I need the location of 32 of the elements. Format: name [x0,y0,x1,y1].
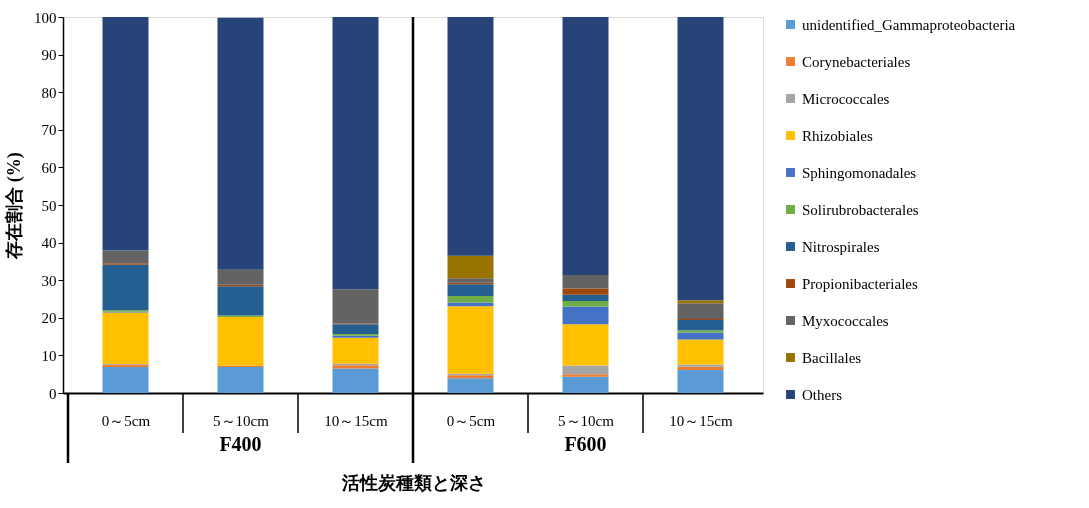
y-tick-label: 20 [41,310,57,327]
y-tick-label: 0 [49,385,57,402]
y-tick-label: 30 [41,272,57,289]
y-axis-title: 存在割合 (%) [4,152,25,260]
legend-label: Bacillales [802,349,862,366]
x-tick-label: 10～15cm [669,412,733,429]
legend-label: Others [802,386,843,403]
x-tick-label: 0～5cm [101,412,151,429]
y-tick-label: 80 [41,84,57,101]
y-tick-label: 50 [41,197,57,214]
text: F400 [219,433,262,455]
y-tick-label: 10 [41,347,57,364]
legend-label: Rhizobiales [802,127,873,144]
x-tick-label: 0～5cm [446,412,496,429]
legend-label: Nitrospirales [802,238,880,255]
text: F600 [564,433,607,455]
x-tick-label: 10～15cm [324,412,388,429]
legend-label: Myxococcales [802,312,889,329]
legend-label: Solirubrobacterales [802,201,919,218]
y-tick-label: 70 [41,122,57,139]
x-axis-title: 活性炭種類と深さ [340,472,486,493]
y-tick-label: 60 [41,159,57,176]
legend-label: Micrococcales [802,90,890,107]
y-tick-label: 90 [41,47,57,64]
y-tick-label: 40 [41,235,57,252]
x-tick-label: 5～10cm [558,412,615,429]
legend-label: unidentified_Gammaproteobacteria [802,16,1016,33]
legend-label: Corynebacteriales [802,53,911,70]
legend-label: Propionibacteriales [802,275,918,292]
legend-label: Sphingomonadales [802,164,917,181]
x-tick-label: 5～10cm [213,412,270,429]
y-tick-label: 100 [34,9,57,26]
